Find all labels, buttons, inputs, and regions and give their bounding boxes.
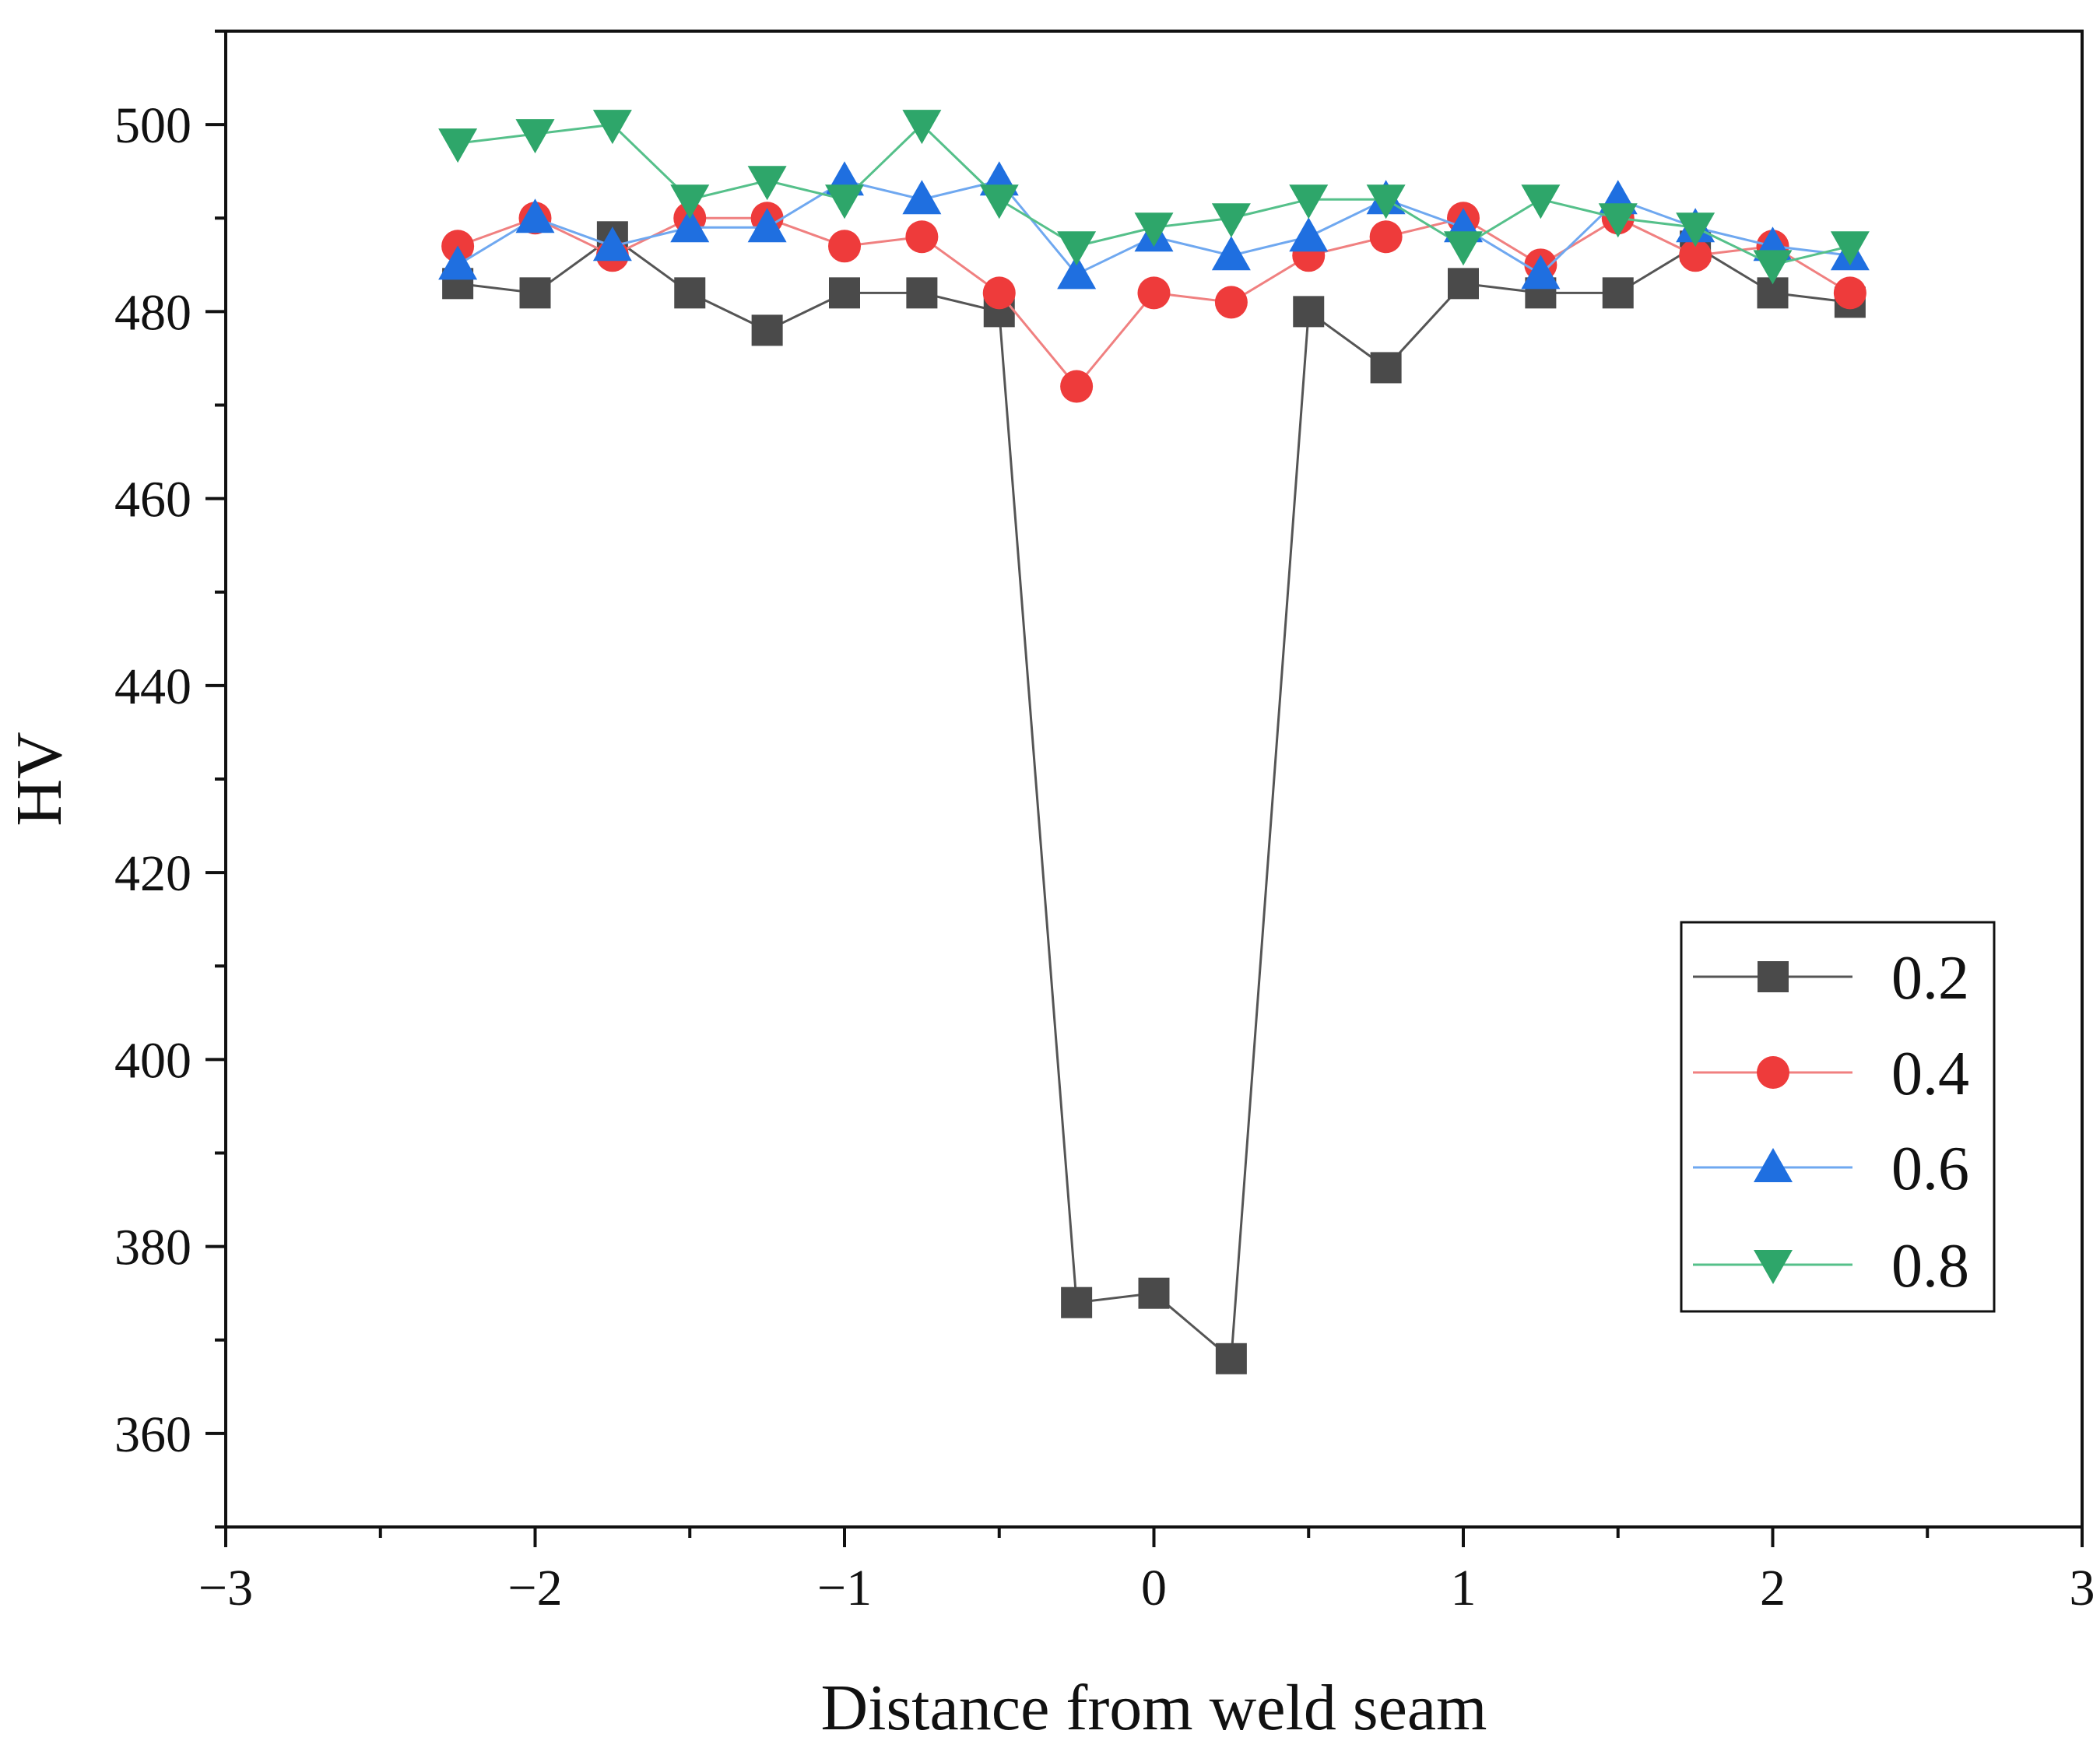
legend-item: 0.2 (1693, 944, 1969, 1013)
data-point (670, 208, 710, 243)
data-point (1366, 184, 1406, 219)
data-point (751, 314, 783, 346)
data-point (1602, 277, 1634, 309)
data-point (1521, 184, 1561, 219)
legend-marker (1758, 961, 1789, 992)
data-point (1676, 212, 1715, 247)
data-point (1289, 184, 1329, 219)
data-point (670, 184, 710, 219)
legend-item: 0.8 (1693, 1232, 1969, 1300)
legend-item: 0.6 (1693, 1135, 1969, 1203)
data-point (1137, 276, 1171, 310)
data-point (1061, 1286, 1093, 1318)
data-point (1830, 231, 1870, 266)
data-point (1753, 250, 1793, 285)
data-point (1134, 212, 1174, 247)
data-point (747, 166, 787, 201)
data-point (1211, 236, 1251, 271)
data-point (747, 208, 787, 243)
x-tick-label: −3 (198, 1560, 253, 1616)
x-tick-label: 2 (1760, 1560, 1786, 1616)
data-point (1215, 1343, 1247, 1374)
series-line (457, 235, 1851, 1361)
data-point (906, 277, 938, 309)
x-tick-label: −2 (507, 1560, 562, 1616)
data-point (828, 230, 861, 263)
data-point (905, 220, 939, 254)
data-point (1293, 296, 1325, 328)
series-0.8 (438, 110, 1870, 285)
legend-label: 0.8 (1891, 1232, 1969, 1300)
data-point (982, 276, 1016, 310)
y-tick-label: 360 (114, 1406, 191, 1463)
x-tick-label: 0 (1141, 1560, 1167, 1616)
legend-label: 0.4 (1891, 1040, 1969, 1108)
y-tick-label: 440 (114, 658, 191, 715)
data-point (1214, 286, 1248, 319)
data-point (592, 110, 632, 145)
data-point (1679, 239, 1712, 272)
y-axis-title: HV (3, 732, 76, 826)
data-point (1833, 276, 1866, 310)
data-point (674, 277, 706, 309)
x-tick-label: 3 (2070, 1560, 2095, 1616)
data-point (1138, 1277, 1170, 1309)
axes: −3 −2 −1 0 1 2 3 360 380 400 420 440 460 480 500 (114, 30, 2095, 1616)
y-tick-label: 460 (114, 472, 191, 528)
legend-label: 0.2 (1891, 944, 1969, 1013)
data-point (825, 184, 864, 219)
legend-box (1680, 921, 1996, 1313)
legend-item: 0.4 (1693, 1040, 1969, 1108)
y-tick-label: 420 (114, 845, 191, 902)
data-point (1598, 203, 1638, 238)
x-axis-title: Distance from weld seam (820, 1672, 1487, 1744)
data-point (902, 180, 942, 215)
data-point (592, 226, 632, 261)
data-point (515, 119, 555, 154)
legend-marker (1754, 1250, 1793, 1284)
data-point (515, 198, 555, 233)
y-tick-label: 500 (114, 97, 191, 154)
data-point (902, 110, 942, 145)
x-tick-label: −1 (817, 1560, 872, 1616)
y-tick-label: 380 (114, 1220, 191, 1276)
data-point (1370, 352, 1402, 384)
data-point (438, 245, 478, 280)
data-point (1369, 220, 1403, 254)
data-point (438, 128, 478, 163)
x-tick-label: 1 (1451, 1560, 1477, 1616)
data-point (1057, 231, 1097, 266)
data-point (519, 277, 551, 309)
data-point (1448, 268, 1479, 300)
data-point (1444, 231, 1483, 266)
data-point (1057, 254, 1097, 290)
y-tick-label: 400 (114, 1032, 191, 1089)
data-point (1060, 370, 1094, 403)
legend-label: 0.6 (1891, 1135, 1969, 1203)
data-point (829, 277, 860, 309)
data-point (1289, 217, 1329, 252)
data-point (1521, 254, 1561, 290)
data-point (1211, 203, 1251, 238)
plot-area (438, 110, 1870, 1374)
series-0.2 (442, 221, 1866, 1374)
legend: 0.2 0.4 0.6 0.8 (1680, 921, 1996, 1313)
data-point (979, 184, 1019, 219)
y-tick-label: 480 (114, 284, 191, 341)
legend-marker (1754, 1148, 1793, 1182)
legend-marker (1757, 1056, 1789, 1089)
